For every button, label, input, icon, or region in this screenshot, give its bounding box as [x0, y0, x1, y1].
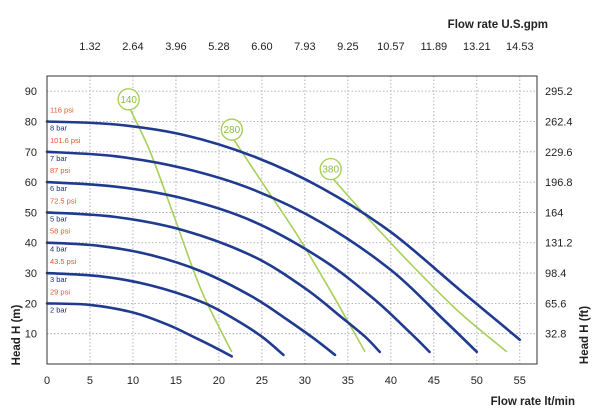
right-tick-label: 32.8	[545, 329, 566, 341]
right-tick-label: 164	[545, 207, 563, 219]
x-axis-title: Flow rate lt/min	[491, 396, 575, 408]
bar-label: 5 bar	[50, 214, 68, 223]
top-tick-label: 11.89	[420, 41, 447, 53]
top-tick-label: 5.28	[208, 41, 229, 53]
top-tick-label: 2.64	[122, 41, 143, 53]
y-tick-label: 80	[25, 116, 37, 128]
psi-label: 43.5 psi	[50, 257, 77, 266]
y-tick-label: 60	[25, 177, 37, 189]
x-tick-label: 15	[170, 375, 182, 387]
bar-label: 3 bar	[50, 275, 68, 284]
psi-label: 116 psi	[50, 105, 74, 114]
y-tick-label: 10	[25, 329, 37, 341]
x-tick-label: 20	[213, 375, 225, 387]
pressure-curve-5-bar	[45, 211, 381, 354]
right-tick-label: 65.6	[545, 298, 566, 310]
bar-label: 4 bar	[50, 245, 68, 254]
right-tick-label: 262.4	[545, 116, 573, 128]
top-tick-label: 9.25	[337, 41, 358, 53]
y-tick-label: 40	[25, 238, 37, 250]
pressure-curve-8-bar	[45, 120, 522, 341]
air-consumption-curves	[127, 105, 508, 353]
air-label-140: 140	[120, 95, 137, 106]
psi-label: 101.6 psi	[50, 136, 81, 145]
pressure-curve-6-bar	[45, 180, 431, 354]
psi-label: 58 psi	[50, 227, 70, 236]
y-tick-label: 30	[25, 268, 37, 280]
air-label-380: 380	[322, 165, 339, 176]
x-tick-label: 30	[299, 375, 311, 387]
y-tick-label: 50	[25, 207, 37, 219]
top-tick-label: 13.21	[463, 41, 491, 53]
pressure-curve-4-bar	[45, 241, 337, 357]
top-tick-label: 10.57	[377, 41, 405, 53]
right-tick-label: 98.4	[545, 268, 566, 280]
x-tick-label: 35	[342, 375, 354, 387]
y-axis-title: Head H (m)	[11, 304, 23, 365]
x-tick-label: 25	[256, 375, 268, 387]
pressure-curve-3-bar	[45, 271, 285, 357]
x-tick-label: 40	[385, 375, 397, 387]
x-tick-label: 10	[127, 375, 139, 387]
bar-label: 7 bar	[50, 154, 68, 163]
right-tick-label: 229.6	[545, 147, 573, 159]
right-tick-label: 295.2	[545, 86, 573, 98]
axes: 0 5 10 15 20 25 30 35 40 45 50 55 10 20 30 40 50 60 70 80 90…	[25, 41, 573, 387]
air-curve-140	[127, 105, 233, 353]
air-label-circle	[220, 118, 244, 141]
top-tick-label: 6.60	[251, 41, 272, 53]
x-tick-label: 50	[471, 375, 483, 387]
air-consumption-labels: 140 280 380	[117, 88, 342, 181]
right-tick-label: 131.2	[545, 238, 573, 250]
top-axis-title: Flow rate U.S.gpm	[448, 19, 548, 31]
air-label-circle	[319, 157, 342, 181]
x-tick-label: 0	[44, 375, 50, 387]
plot-frame	[46, 75, 538, 365]
x-tick-label: 55	[514, 375, 526, 387]
top-tick-label: 7.93	[294, 41, 315, 53]
pressure-curve-2-bar	[45, 302, 234, 358]
y-tick-label: 70	[25, 147, 37, 159]
x-tick-label: 45	[428, 375, 440, 387]
grid-lines	[47, 76, 537, 364]
y-tick-label: 20	[25, 298, 37, 310]
top-tick-label: 14.53	[506, 41, 534, 53]
pressure-curves	[45, 120, 522, 358]
top-tick-label: 1.32	[79, 41, 100, 53]
air-label-280: 280	[223, 125, 240, 136]
bar-label: 8 bar	[50, 123, 68, 132]
right-tick-label: 196.8	[545, 177, 573, 189]
bar-label: 6 bar	[50, 184, 68, 193]
y-tick-label: 90	[25, 86, 37, 98]
x-tick-label: 5	[87, 375, 93, 387]
pressure-labels: 116 psi 8 bar 101.6 psi 7 bar 87 psi 6 bar 72.…	[50, 105, 81, 314]
psi-label: 72.5 psi	[50, 196, 77, 205]
top-tick-label: 3.96	[165, 41, 186, 53]
psi-label: 29 psi	[50, 287, 70, 296]
pressure-curve-7-bar	[45, 150, 479, 354]
air-label-circle	[117, 88, 140, 111]
psi-label: 87 psi	[50, 166, 70, 175]
right-axis-title: Head H (ft)	[579, 306, 591, 364]
bar-label: 2 bar	[50, 305, 68, 314]
air-curve-280	[231, 136, 366, 353]
air-curve-380	[330, 175, 508, 353]
